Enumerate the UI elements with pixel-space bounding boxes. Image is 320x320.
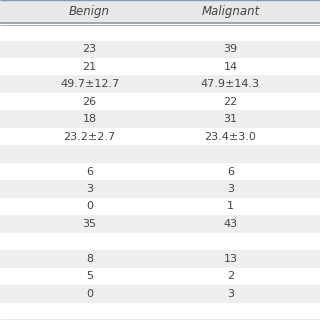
- Bar: [0, 0, 320, 23]
- Text: 23.4±3.0: 23.4±3.0: [204, 132, 256, 141]
- Text: 2: 2: [227, 271, 234, 281]
- Bar: [0, 128, 320, 145]
- Bar: [0, 76, 320, 93]
- Text: 3: 3: [227, 184, 234, 194]
- Bar: [0, 233, 320, 250]
- Text: 43: 43: [223, 219, 237, 229]
- Text: 49.7±12.7: 49.7±12.7: [60, 79, 119, 89]
- Text: 0: 0: [86, 289, 93, 299]
- Bar: [0, 215, 320, 233]
- Bar: [0, 93, 320, 110]
- Text: Benign: Benign: [69, 5, 110, 18]
- Text: 31: 31: [223, 114, 237, 124]
- Text: 3: 3: [86, 184, 93, 194]
- Text: 21: 21: [83, 62, 97, 72]
- Text: 1: 1: [227, 202, 234, 212]
- Bar: [0, 250, 320, 268]
- Text: 14: 14: [223, 62, 237, 72]
- Bar: [0, 110, 320, 128]
- Text: 5: 5: [86, 271, 93, 281]
- Text: 3: 3: [227, 289, 234, 299]
- Text: 6: 6: [86, 166, 93, 177]
- Bar: [0, 41, 320, 58]
- Text: 8: 8: [86, 254, 93, 264]
- Bar: [0, 285, 320, 302]
- Text: 0: 0: [86, 202, 93, 212]
- Text: Malignant: Malignant: [201, 5, 260, 18]
- Text: 47.9±14.3: 47.9±14.3: [201, 79, 260, 89]
- Text: 22: 22: [223, 97, 237, 107]
- Text: 6: 6: [227, 166, 234, 177]
- Text: 23: 23: [83, 44, 97, 54]
- Bar: [0, 180, 320, 198]
- Text: 26: 26: [83, 97, 97, 107]
- Bar: [0, 23, 320, 41]
- Bar: [0, 198, 320, 215]
- Text: 39: 39: [223, 44, 237, 54]
- Bar: [0, 58, 320, 76]
- Text: 13: 13: [223, 254, 237, 264]
- Bar: [0, 268, 320, 285]
- Text: 23.2±2.7: 23.2±2.7: [64, 132, 116, 141]
- Text: 18: 18: [83, 114, 97, 124]
- Bar: [0, 302, 320, 320]
- Bar: [0, 163, 320, 180]
- Bar: [0, 145, 320, 163]
- Text: 35: 35: [83, 219, 97, 229]
